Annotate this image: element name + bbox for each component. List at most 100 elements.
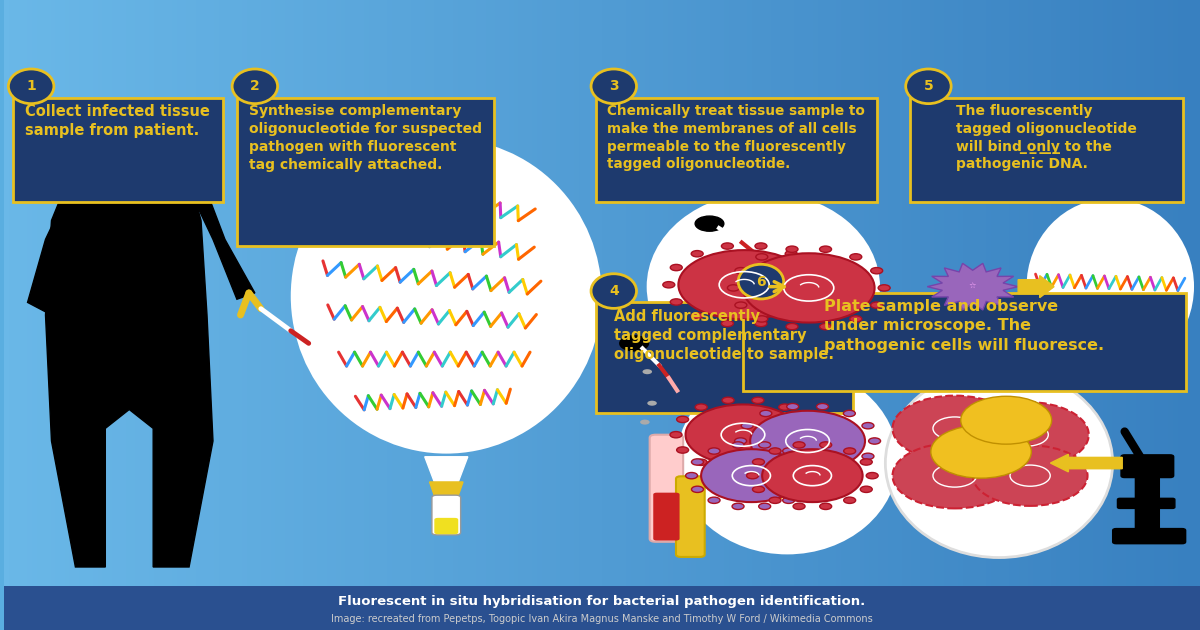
Circle shape xyxy=(743,253,875,323)
Circle shape xyxy=(779,459,791,466)
Circle shape xyxy=(756,254,768,260)
Circle shape xyxy=(787,403,799,410)
Text: Collect infected tissue
sample from patient.: Collect infected tissue sample from pati… xyxy=(25,104,210,138)
Circle shape xyxy=(786,323,798,329)
Circle shape xyxy=(762,449,863,502)
FancyBboxPatch shape xyxy=(432,495,461,535)
Circle shape xyxy=(662,282,674,288)
FancyBboxPatch shape xyxy=(743,293,1186,391)
FancyBboxPatch shape xyxy=(653,493,679,541)
Circle shape xyxy=(869,438,881,444)
Circle shape xyxy=(722,466,734,472)
Circle shape xyxy=(769,448,781,454)
Circle shape xyxy=(734,302,746,308)
Text: Synthesise complementary
oligonucleotide for suspected
pathogen with fluorescent: Synthesise complementary oligonucleotide… xyxy=(250,104,482,171)
Circle shape xyxy=(750,411,865,471)
Circle shape xyxy=(760,410,772,416)
Text: Add fluorescently
tagged complementary
oligonucleotide to sample.: Add fluorescently tagged complementary o… xyxy=(614,309,834,362)
Polygon shape xyxy=(430,482,463,529)
Polygon shape xyxy=(190,176,254,299)
Circle shape xyxy=(756,316,768,322)
FancyBboxPatch shape xyxy=(676,476,704,557)
Polygon shape xyxy=(928,263,1018,310)
Circle shape xyxy=(721,243,733,249)
FancyBboxPatch shape xyxy=(1117,498,1175,508)
Circle shape xyxy=(965,402,1088,467)
Circle shape xyxy=(742,423,754,429)
Circle shape xyxy=(814,282,826,288)
Circle shape xyxy=(779,404,791,410)
Text: Fluorescent in situ hybridisation for bacterial pathogen identification.: Fluorescent in situ hybridisation for ba… xyxy=(338,595,865,607)
Circle shape xyxy=(816,472,828,479)
Text: 1: 1 xyxy=(26,79,36,93)
Circle shape xyxy=(786,246,798,253)
Circle shape xyxy=(820,442,832,448)
Circle shape xyxy=(860,486,872,493)
Circle shape xyxy=(793,503,805,510)
Circle shape xyxy=(893,396,1016,461)
Circle shape xyxy=(695,459,707,466)
Circle shape xyxy=(793,442,805,448)
FancyArrow shape xyxy=(1018,276,1054,297)
Circle shape xyxy=(893,443,1016,508)
Ellipse shape xyxy=(1026,198,1194,375)
Circle shape xyxy=(647,401,656,406)
Circle shape xyxy=(878,285,890,291)
Circle shape xyxy=(677,416,689,423)
Circle shape xyxy=(695,216,724,231)
Ellipse shape xyxy=(290,139,602,454)
Circle shape xyxy=(691,459,703,465)
Circle shape xyxy=(787,472,799,479)
Circle shape xyxy=(642,369,652,374)
Circle shape xyxy=(860,459,872,465)
Circle shape xyxy=(871,268,883,274)
Text: 5: 5 xyxy=(924,79,934,93)
Circle shape xyxy=(685,472,697,479)
Text: Chemically treat tissue sample to
make the membranes of all cells
permeable to t: Chemically treat tissue sample to make t… xyxy=(607,104,865,171)
Circle shape xyxy=(844,497,856,503)
Circle shape xyxy=(671,299,683,305)
Text: 6: 6 xyxy=(756,275,766,289)
Text: 4: 4 xyxy=(608,284,619,298)
Circle shape xyxy=(797,416,809,423)
Circle shape xyxy=(685,404,800,465)
Circle shape xyxy=(797,447,809,453)
Circle shape xyxy=(755,243,767,249)
Circle shape xyxy=(691,312,703,319)
Circle shape xyxy=(678,250,810,319)
Circle shape xyxy=(742,453,754,459)
Text: The fluorescently
tagged oligonucleotide
will bind ̲o̲n̲l̲y̲ to the
pathogenic D: The fluorescently tagged oligonucleotide… xyxy=(956,104,1138,171)
Text: ☆: ☆ xyxy=(968,282,977,291)
FancyBboxPatch shape xyxy=(1135,466,1159,532)
Text: 3: 3 xyxy=(608,79,618,93)
Polygon shape xyxy=(28,189,88,315)
Ellipse shape xyxy=(906,69,952,103)
Circle shape xyxy=(640,420,649,425)
Circle shape xyxy=(695,404,707,410)
Circle shape xyxy=(850,316,862,322)
Circle shape xyxy=(670,432,682,438)
FancyBboxPatch shape xyxy=(596,302,853,413)
FancyBboxPatch shape xyxy=(4,586,1200,630)
Circle shape xyxy=(816,403,828,410)
Circle shape xyxy=(695,426,704,431)
Circle shape xyxy=(752,466,764,472)
Ellipse shape xyxy=(592,273,636,308)
Circle shape xyxy=(732,442,744,448)
Circle shape xyxy=(671,265,683,271)
Circle shape xyxy=(701,449,802,502)
Circle shape xyxy=(866,472,878,479)
Circle shape xyxy=(708,448,720,454)
Circle shape xyxy=(850,254,862,260)
Ellipse shape xyxy=(886,369,1112,558)
Circle shape xyxy=(799,486,811,493)
Text: Plate sample and observe
under microscope. The
pathogenic cells will fluoresce.: Plate sample and observe under microscop… xyxy=(824,299,1104,353)
Polygon shape xyxy=(46,176,212,567)
FancyArrow shape xyxy=(1050,454,1122,472)
FancyBboxPatch shape xyxy=(649,435,683,542)
Circle shape xyxy=(760,466,772,472)
Circle shape xyxy=(758,503,770,510)
Ellipse shape xyxy=(592,69,636,103)
Circle shape xyxy=(734,268,746,274)
Circle shape xyxy=(785,251,797,257)
